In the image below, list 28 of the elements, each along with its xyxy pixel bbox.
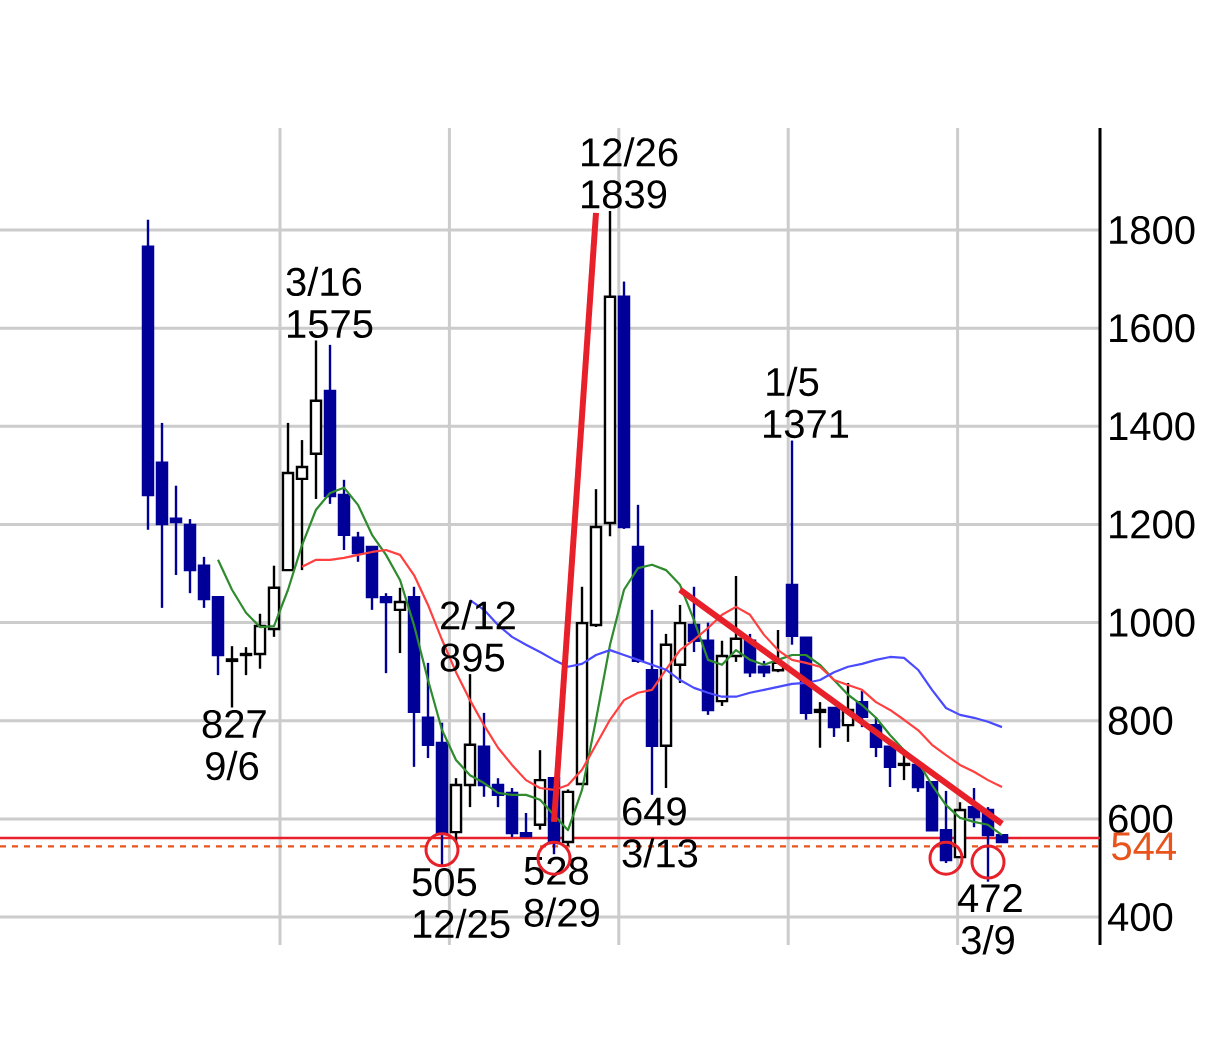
- ref-line-label: 544: [1112, 832, 1176, 861]
- annotation: 472 3/9: [957, 884, 1022, 955]
- candlestick: [225, 644, 239, 709]
- candlestick: [827, 706, 841, 739]
- y-tick-label: 400: [1107, 902, 1173, 932]
- y-tick-label: 1600: [1110, 314, 1195, 343]
- annotation: 528 8/29: [524, 856, 599, 927]
- y-tick-label: 1800: [1110, 215, 1195, 245]
- candlestick: [379, 591, 393, 675]
- annotation: 505 12/25: [412, 867, 510, 939]
- candlestick: [519, 811, 533, 839]
- candlestick: [169, 484, 183, 577]
- candlestick: [883, 745, 897, 789]
- y-tick-label: 800: [1108, 706, 1173, 735]
- annotation: 1/5 1371: [764, 366, 849, 439]
- y-tick-label: 1000: [1110, 608, 1195, 637]
- annotation: 3/16 1575: [286, 266, 373, 339]
- candlestick: [813, 700, 827, 749]
- annotation: 12/26 1839: [582, 137, 678, 209]
- y-tick-label: 1200: [1110, 510, 1195, 539]
- annotation: 827 9/6: [202, 709, 266, 781]
- y-tick-label: 600: [1109, 804, 1173, 834]
- annotation: 649 3/13: [622, 797, 698, 868]
- y-tick-label: 1400: [1110, 412, 1195, 441]
- candlestick: [295, 438, 309, 572]
- candlestick: [239, 645, 253, 677]
- candlestick: [393, 586, 407, 655]
- candlestick: [351, 530, 365, 563]
